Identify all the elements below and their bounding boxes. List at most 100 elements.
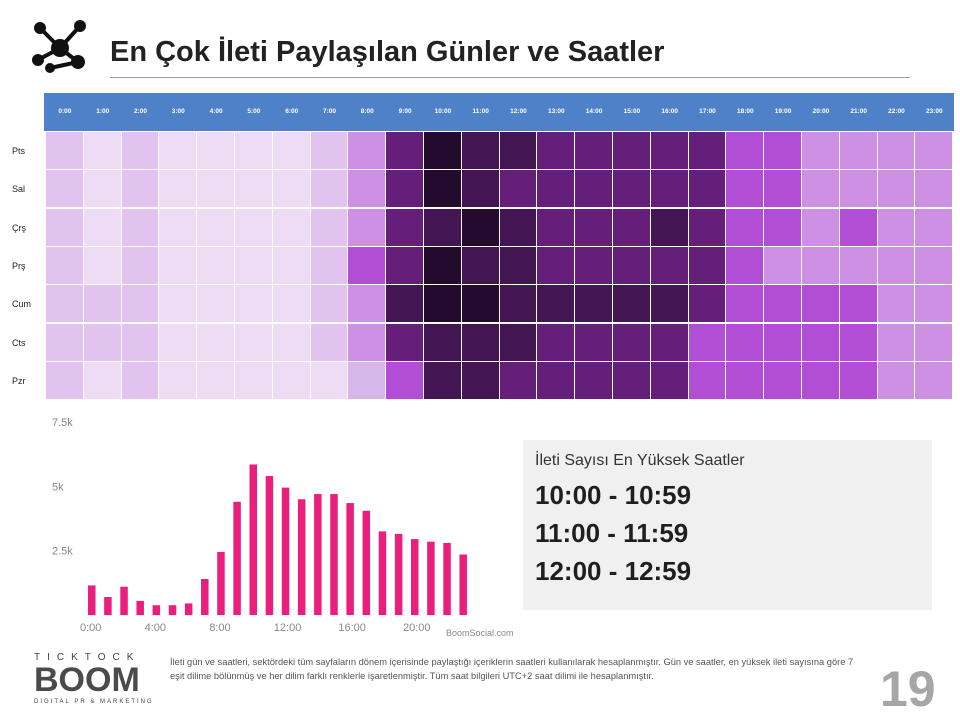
heatmap-cell [348, 170, 386, 208]
heatmap-cell [877, 361, 915, 399]
heatmap-cell [764, 323, 801, 361]
bar-5:00 [168, 605, 177, 615]
y-tick-label: 2.5k [52, 546, 73, 558]
heatmap-cell [839, 285, 877, 323]
heatmap-cell [461, 285, 499, 323]
heatmap-hour-label: 7:00 [322, 108, 336, 115]
heatmap-cell [46, 285, 83, 323]
heatmap-cell [537, 285, 575, 323]
heatmap-cell [688, 323, 726, 361]
heatmap-cell [235, 361, 272, 399]
bar-15:00 [330, 494, 338, 615]
page-number: 19 [880, 661, 936, 717]
heatmap-hour-label: 11:00 [472, 108, 489, 115]
heatmap-cell [650, 361, 688, 399]
heatmap-cell [726, 323, 764, 361]
heatmap-cell [121, 170, 159, 208]
heatmap-cell [461, 208, 499, 246]
brand-main-text: BOOM [34, 661, 140, 699]
bar-6:00 [184, 603, 193, 615]
heatmap-cell [310, 132, 348, 169]
heatmap-hour-label: 23:00 [925, 108, 943, 115]
y-tick-label: 7.5k [52, 417, 73, 429]
title-divider [110, 77, 910, 78]
heatmap-cell [235, 285, 272, 323]
heatmap-cell [688, 246, 726, 284]
chart-watermark: BoomSocial.com [446, 628, 514, 638]
heatmap-cell [650, 246, 688, 284]
heatmap-cell [575, 208, 612, 246]
heatmap-cell [424, 132, 461, 169]
heatmap-cell [159, 361, 197, 399]
heatmap-cell [310, 170, 348, 208]
brand-sub-text: DIGITAL PR & MARKETING [34, 699, 154, 705]
heatmap-cell [613, 208, 650, 246]
heatmap-cell [272, 285, 310, 323]
bar-22:00 [443, 542, 451, 615]
heatmap-cell [424, 170, 461, 208]
heatmap-cell [348, 361, 386, 399]
heatmap-cell [272, 208, 310, 246]
heatmap-hour-label: 0:00 [58, 108, 72, 115]
heatmap-cell [121, 246, 159, 284]
heatmap-cell [537, 246, 575, 284]
heatmap-cell [839, 246, 877, 284]
heatmap-cell [726, 170, 764, 208]
heatmap-cell [726, 361, 764, 399]
heatmap-cell [386, 285, 423, 323]
heatmap-cell [159, 323, 197, 361]
heatmap-cell [802, 323, 839, 361]
heatmap-cell [83, 361, 121, 399]
heatmap-cell [499, 361, 537, 399]
heatmap-cell [83, 246, 121, 284]
heatmap-cell [235, 132, 272, 169]
heatmap-hour-label: 12:00 [510, 108, 527, 115]
heatmap-cell [499, 285, 537, 323]
heatmap-cell [499, 323, 537, 361]
heatmap-hour-label: 14:00 [585, 108, 603, 115]
heatmap-cell [197, 361, 234, 399]
heatmap-cell [461, 170, 499, 208]
heatmap-hour-label: 10:00 [434, 108, 452, 115]
heatmap-cell [386, 323, 423, 361]
heatmap-cell [386, 132, 423, 169]
top-hour-1: 10:00 - 10:59 [535, 480, 692, 510]
heatmap-cell [650, 323, 688, 361]
heatmap-cell [915, 285, 953, 323]
heatmap-cell [688, 208, 726, 246]
heatmap-cell [839, 361, 877, 399]
heatmap-cell [915, 170, 953, 208]
heatmap-cell [764, 246, 801, 284]
heatmap-day-label: Cts [12, 337, 26, 348]
heatmap-cell [877, 323, 915, 361]
heatmap-cell [461, 246, 499, 284]
heatmap-cell [877, 285, 915, 323]
heatmap-cell [159, 170, 197, 208]
heatmap-cell [915, 246, 953, 284]
bar-21:00 [427, 541, 435, 615]
x-tick-label: 20:00 [403, 622, 431, 634]
heatmap-day-label: Pzr [12, 375, 26, 386]
heatmap-cell [159, 132, 197, 169]
heatmap-cell [235, 208, 272, 246]
heatmap-cell [575, 285, 612, 323]
heatmap-hour-label: 17:00 [699, 108, 716, 115]
heatmap-cell [575, 246, 612, 284]
heatmap-cell [46, 132, 83, 169]
heatmap-day-label: Pts [12, 146, 26, 156]
heatmap-hour-label: 2:00 [133, 108, 147, 115]
heatmap-cell [726, 132, 764, 169]
heatmap-cell [537, 361, 575, 399]
heatmap-cell [499, 246, 537, 284]
heatmap-cell [802, 170, 839, 208]
heatmap-cell [235, 246, 272, 284]
heatmap-cell [877, 170, 915, 208]
heatmap-cell [197, 246, 234, 284]
heatmap-hour-label: 8:00 [360, 108, 374, 115]
top-hours-title: İleti Sayısı En Yüksek Saatler [535, 452, 745, 469]
heatmap-cell [121, 361, 159, 399]
heatmap-cell [83, 132, 121, 169]
heatmap-cell [197, 132, 234, 169]
heatmap-cell [688, 361, 726, 399]
bar-0:00 [88, 585, 96, 615]
